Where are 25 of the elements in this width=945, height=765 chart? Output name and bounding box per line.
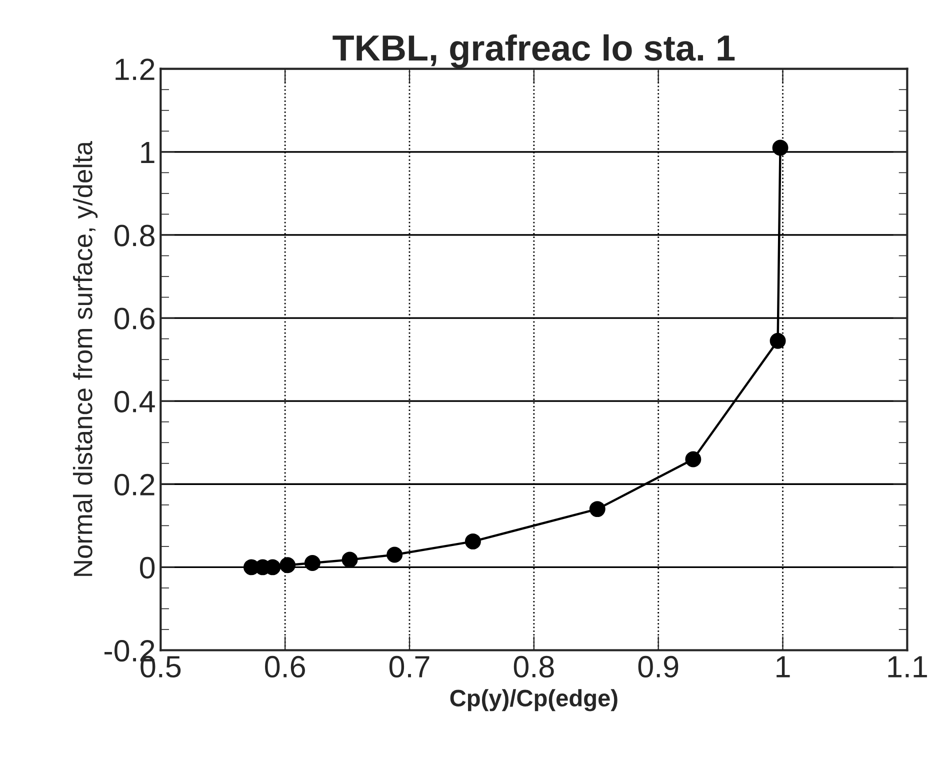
point	[386, 546, 403, 563]
point	[589, 501, 606, 518]
y-tick-label: 0.2	[114, 474, 154, 496]
y-tick-label: 1.2	[116, 58, 154, 80]
point	[280, 557, 296, 574]
y-tick-label: 0.6	[114, 308, 154, 330]
point	[342, 552, 358, 568]
x-tick-label: 0.8	[514, 656, 554, 678]
x-tick-label: 0.7	[389, 656, 430, 678]
y-tick-label: 0.4	[114, 390, 155, 412]
x-tick-label: 1	[776, 656, 790, 678]
chart-title: TKBL, grafreac lo sta. 1	[332, 34, 735, 68]
y-axis-title: Normal distance from surface, y/delta	[72, 141, 98, 576]
y-tick-label: 1	[141, 142, 154, 163]
x-tick-label: 1.1	[888, 656, 927, 678]
point	[304, 555, 320, 572]
point	[685, 451, 702, 468]
x-tick-label: 0.6	[265, 656, 305, 678]
point	[770, 332, 786, 349]
point	[772, 140, 788, 156]
x-tick-label: 0.9	[638, 656, 678, 678]
point	[464, 533, 481, 550]
y-tick-label: 0	[140, 556, 155, 579]
x-axis-title: Cp(y)/Cp(edge)	[450, 689, 618, 712]
y-tick-label: 0.8	[114, 224, 154, 246]
